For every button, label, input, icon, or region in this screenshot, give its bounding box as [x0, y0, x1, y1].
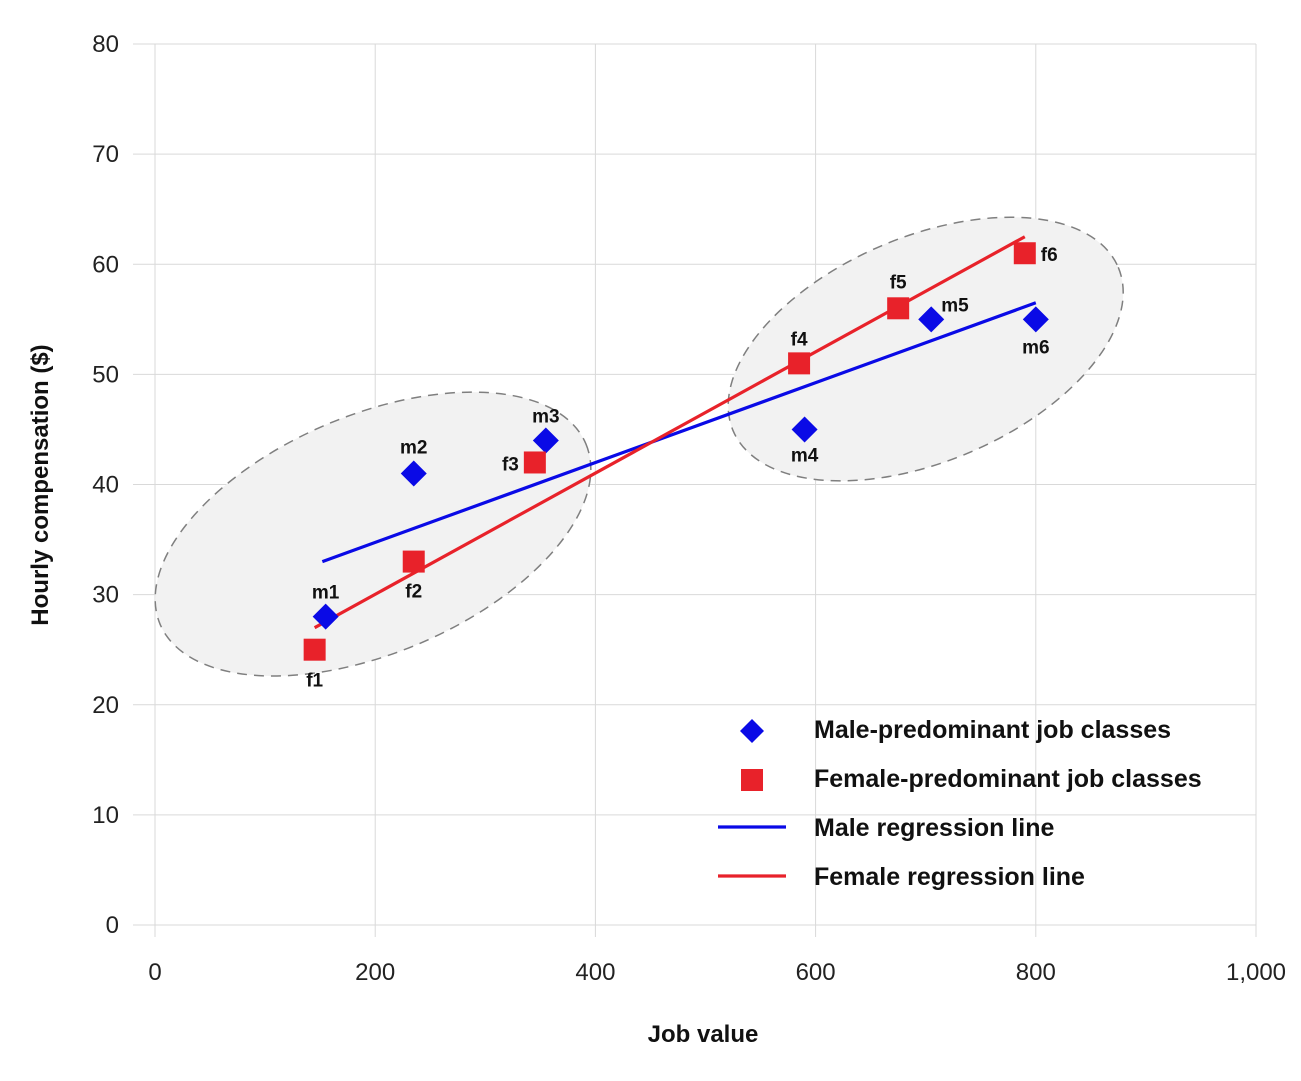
x-tick-label: 0 [148, 959, 161, 986]
point-label-f4: f4 [791, 329, 808, 350]
point-label-m2: m2 [400, 437, 427, 458]
point-label-m1: m1 [312, 583, 340, 604]
legend-label: Male regression line [814, 814, 1054, 842]
y-tick-label: 80 [92, 31, 119, 58]
male-regression-line [321, 301, 1037, 564]
female-point-f2 [402, 550, 425, 573]
male-point-m3 [532, 427, 559, 454]
point-label-m6: m6 [1022, 337, 1049, 358]
legend-marker-male [740, 719, 764, 743]
cluster-layer [154, 216, 1124, 677]
legend-label: Male-predominant job classes [814, 716, 1171, 744]
point-label-m3: m3 [532, 406, 559, 427]
point-label-m4: m4 [791, 445, 819, 466]
x-tick-label: 400 [575, 959, 615, 986]
y-tick-label: 40 [92, 472, 119, 499]
x-tick-label: 600 [796, 959, 836, 986]
female-point-f5 [887, 297, 910, 320]
y-tick-label: 30 [92, 582, 119, 609]
male-point-m6 [1022, 306, 1049, 333]
data-points [303, 242, 1049, 661]
female-point-f1 [303, 638, 326, 661]
legend-label: Female regression line [814, 863, 1085, 891]
point-labels: m1 m2 m3 m4 m5 m6 f1 f2 f3 f4 f5 f6 [306, 245, 1058, 691]
female-point-f6 [1013, 242, 1036, 265]
x-tick-label: 800 [1016, 959, 1056, 986]
grid-layer [133, 43, 1257, 937]
y-tick-label: 50 [92, 361, 119, 388]
point-label-f5: f5 [890, 272, 907, 293]
y-tick-label: 60 [92, 251, 119, 278]
male-point-m4 [791, 416, 818, 443]
cluster-ellipse [727, 216, 1124, 482]
y-tick-label: 20 [92, 692, 119, 719]
point-label-f3: f3 [502, 454, 519, 475]
point-label-f2: f2 [405, 582, 422, 603]
male-point-m2 [400, 460, 427, 487]
cluster-ellipse [154, 391, 592, 677]
legend: Male-predominant job classes Female-predo… [718, 716, 1202, 891]
legend-marker-female [741, 769, 763, 791]
female-point-f3 [523, 451, 546, 474]
point-label-f6: f6 [1041, 245, 1058, 266]
y-tick-label: 0 [106, 912, 119, 939]
x-axis-title: Job value [648, 1021, 759, 1048]
male-point-m1 [312, 603, 339, 630]
female-point-f4 [788, 352, 811, 375]
point-label-f1: f1 [306, 671, 323, 692]
point-label-m5: m5 [941, 295, 969, 316]
y-axis-title: Hourly compensation ($) [27, 344, 54, 625]
x-tick-label: 1,000 [1226, 959, 1286, 986]
y-tick-label: 10 [92, 802, 119, 829]
legend-label: Female-predominant job classes [814, 765, 1202, 793]
x-tick-label: 200 [355, 959, 395, 986]
y-tick-label: 70 [92, 141, 119, 168]
male-point-m5 [918, 306, 945, 333]
